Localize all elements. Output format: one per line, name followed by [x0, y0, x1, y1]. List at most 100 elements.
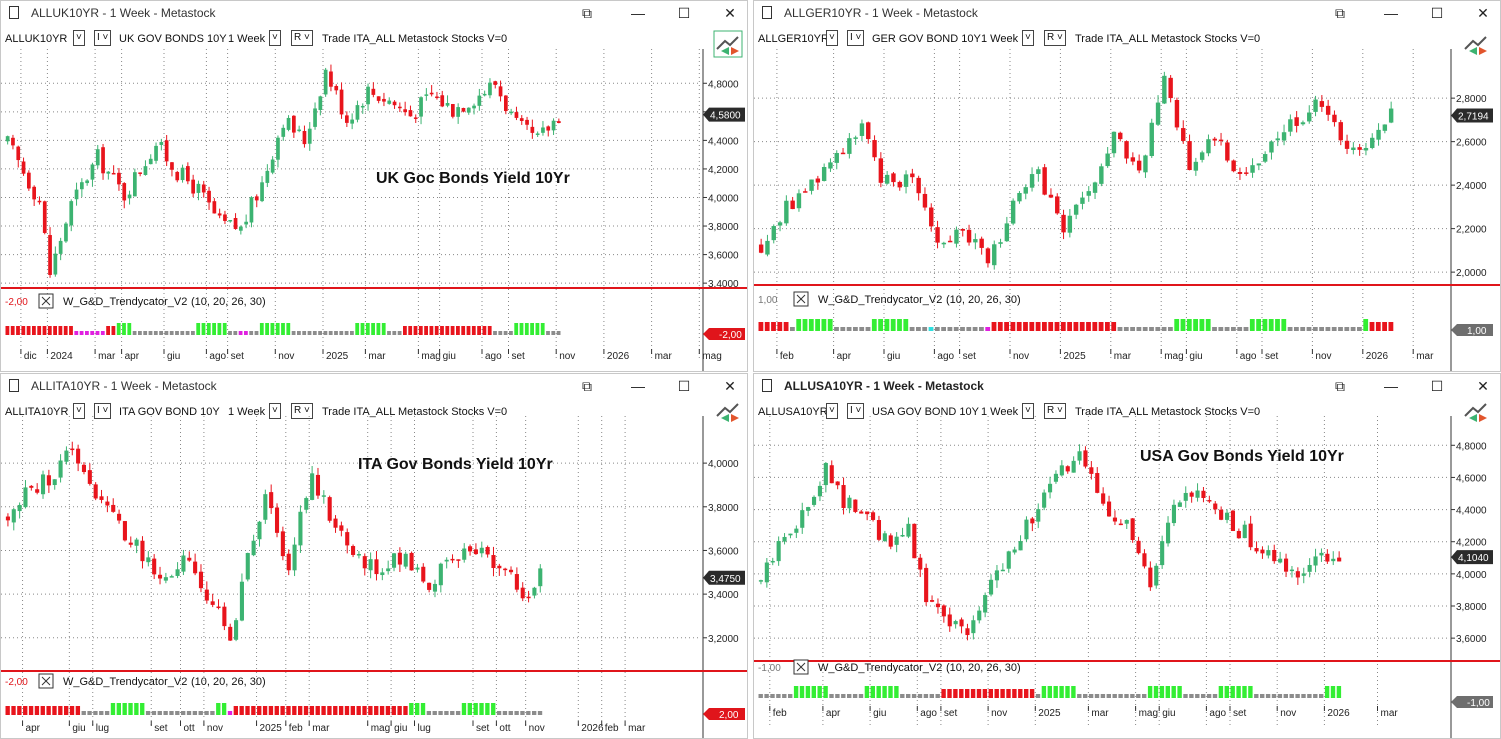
indicator-bar: [196, 323, 201, 335]
chart-window-0[interactable]: ALLUK10YR - 1 Week - Metastock ⧉ — ☐ ✕ ALLUK1…: [0, 0, 748, 372]
indicator-bar: [1012, 689, 1017, 698]
minimize-button[interactable]: —: [1384, 378, 1398, 394]
period-dropdown-icon[interactable]: ˅: [269, 30, 281, 46]
close-button[interactable]: ✕: [724, 5, 736, 21]
close-button[interactable]: ✕: [1477, 378, 1489, 394]
indicator-close-icon[interactable]: [793, 659, 809, 675]
indicator-bar: [1047, 686, 1052, 698]
interval-dropdown[interactable]: I ˅: [94, 403, 112, 419]
indicator-bar: [327, 706, 332, 715]
indicator-params: (10, 20, 26, 30): [191, 296, 266, 308]
indicator-close-icon[interactable]: [793, 291, 809, 307]
candle-body: [912, 523, 917, 559]
indicator-bar: [1041, 686, 1047, 698]
mode-dropdown[interactable]: R ˅: [1044, 30, 1066, 46]
symbol-dropdown-icon[interactable]: ˅: [73, 403, 85, 419]
indicator-bar: [935, 694, 940, 698]
interval-dropdown[interactable]: I ˅: [847, 30, 865, 46]
period-dropdown-icon[interactable]: ˅: [1022, 30, 1034, 46]
popout-icon[interactable]: ⧉: [582, 5, 592, 21]
indicator-bar: [116, 323, 121, 335]
popout-icon[interactable]: ⧉: [1335, 5, 1345, 21]
price-chart[interactable]: 4,80004,60004,40004,20004,00003,80003,60…: [754, 374, 1501, 739]
indicator-bar: [1086, 322, 1091, 331]
candle-body: [1077, 451, 1082, 461]
trade-icon[interactable]: [713, 30, 743, 58]
candle-body: [52, 479, 57, 486]
candle-body: [444, 559, 449, 562]
candle-body: [482, 93, 487, 96]
candle-body: [532, 587, 537, 596]
popout-icon[interactable]: ⧉: [582, 378, 592, 394]
indicator-bar: [551, 331, 556, 335]
candle-body: [929, 207, 934, 227]
chart-window-3[interactable]: ALLUSA10YR - 1 Week - Metastock ⧉ — ☐ ✕ ALLUS…: [753, 373, 1501, 739]
minimize-button[interactable]: —: [1384, 5, 1398, 21]
candle-body: [265, 170, 270, 183]
symbol-dropdown-icon[interactable]: ˅: [73, 30, 85, 46]
minimize-button[interactable]: —: [631, 378, 645, 394]
chart-window-2[interactable]: ALLITA10YR - 1 Week - Metastock ⧉ — ☐ ✕ ALLIT…: [0, 373, 748, 739]
chart-window-1[interactable]: ALLGER10YR - 1 Week - Metastock ⧉ — ☐ ✕ ALLGE…: [753, 0, 1501, 372]
toolbar-extra: Trade ITA_ALL Metastock Stocks V=0: [322, 33, 508, 45]
mode-dropdown[interactable]: R ˅: [291, 30, 313, 46]
indicator-close-icon[interactable]: [38, 673, 54, 689]
popout-icon[interactable]: ⧉: [1335, 378, 1345, 394]
price-chart[interactable]: 2,8000 2,6000 2,4000 2,2000 2,0000 feb apr giu a…: [754, 1, 1501, 372]
mode-dropdown[interactable]: R ˅: [1044, 403, 1066, 419]
maximize-button[interactable]: ☐: [1430, 5, 1444, 21]
indicator-close-icon[interactable]: [38, 293, 54, 309]
trade-icon[interactable]: [1464, 36, 1487, 55]
symbol-dropdown-icon[interactable]: ˅: [826, 30, 838, 46]
indicator-bar: [1275, 319, 1280, 331]
close-button[interactable]: ✕: [1477, 5, 1489, 21]
indicator-bar: [93, 711, 98, 715]
minimize-button[interactable]: —: [631, 5, 645, 21]
period-dropdown-icon[interactable]: ˅: [1022, 403, 1034, 419]
indicator-bar: [79, 331, 84, 335]
interval-dropdown[interactable]: I ˅: [847, 403, 865, 419]
title-bar[interactable]: ALLUK10YR - 1 Week - Metastock ⧉ — ☐ ✕: [1, 1, 747, 25]
indicator-bar: [175, 331, 179, 335]
trade-icon[interactable]: [716, 403, 739, 422]
candle-body: [790, 200, 795, 210]
candle-body: [204, 589, 209, 601]
interval-dropdown[interactable]: I ˅: [94, 30, 112, 46]
period-dropdown-icon[interactable]: ˅: [269, 403, 281, 419]
maximize-button[interactable]: ☐: [677, 378, 691, 394]
maximize-button[interactable]: ☐: [1430, 378, 1444, 394]
maximize-button[interactable]: ☐: [677, 5, 691, 21]
candle-body: [85, 180, 90, 184]
candle-body: [1213, 503, 1218, 510]
close-button[interactable]: ✕: [724, 378, 736, 394]
indicator-bar: [965, 689, 970, 698]
trade-icon[interactable]: [1464, 403, 1487, 422]
indicator-bar: [1294, 327, 1299, 331]
indicator-bar: [244, 331, 248, 335]
indicator-bar: [1006, 689, 1011, 698]
candle-body: [1112, 517, 1118, 522]
chart-window-icon: [9, 379, 19, 392]
x-tick-label: nov: [559, 351, 575, 362]
indicator-bar: [148, 331, 153, 335]
title-bar[interactable]: ALLGER10YR - 1 Week - Metastock ⧉ — ☐ ✕: [754, 1, 1500, 25]
indicator-bar: [1035, 322, 1041, 331]
price-chart[interactable]: 4,80004,60004,40004,20004,00003,80003,60…: [1, 1, 748, 372]
candle-body: [551, 120, 556, 131]
candle-body: [859, 123, 865, 136]
candle-body: [519, 118, 524, 121]
candle-body: [803, 191, 808, 193]
candle-body: [260, 182, 264, 202]
mode-dropdown[interactable]: R ˅: [291, 403, 313, 419]
candle-body: [1236, 530, 1241, 539]
title-bar[interactable]: ALLUSA10YR - 1 Week - Metastock ⧉ — ☐ ✕: [754, 374, 1500, 398]
title-bar[interactable]: ALLITA10YR - 1 Week - Metastock ⧉ — ☐ ✕: [1, 374, 747, 398]
symbol-dropdown-icon[interactable]: ˅: [826, 403, 838, 419]
candle-body: [988, 579, 994, 595]
candle-body: [992, 244, 997, 266]
indicator-bar: [75, 706, 81, 715]
indicator-bar: [268, 706, 274, 715]
candle-body: [491, 555, 496, 569]
indicator-bar: [776, 694, 781, 698]
